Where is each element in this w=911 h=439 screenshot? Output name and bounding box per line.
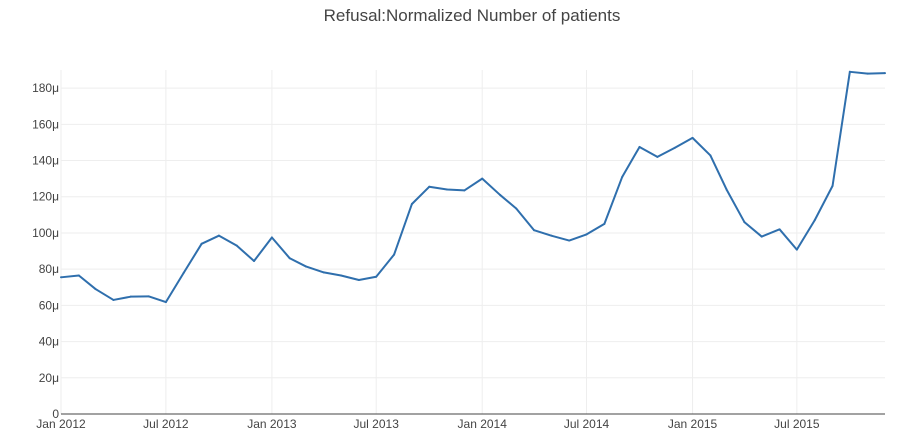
data-point — [760, 235, 763, 238]
data-point — [709, 154, 712, 157]
data-point — [288, 257, 291, 260]
x-tick-label: Jul 2012 — [143, 417, 189, 431]
data-point — [410, 202, 413, 205]
data-point — [200, 242, 203, 245]
data-point — [621, 175, 624, 178]
data-point — [322, 271, 325, 274]
data-point — [147, 295, 150, 298]
data-point — [550, 234, 553, 237]
x-tick-label: Jul 2014 — [564, 417, 610, 431]
x-tick-label: Jul 2015 — [774, 417, 820, 431]
data-point — [217, 234, 220, 237]
data-point — [778, 228, 781, 231]
data-point — [182, 271, 185, 274]
data-point — [253, 260, 256, 263]
data-point — [884, 72, 886, 75]
data-point — [77, 274, 80, 277]
data-point — [357, 279, 360, 282]
data-point — [428, 185, 431, 188]
y-tick-label: 0 — [52, 407, 59, 421]
data-point — [515, 207, 518, 210]
data-point — [533, 229, 536, 232]
data-point — [656, 155, 659, 158]
x-tick-label: Jan 2013 — [247, 417, 297, 431]
data-point — [866, 72, 869, 75]
series-layer — [60, 70, 886, 304]
y-tick-label: 20μ — [39, 371, 59, 385]
y-tick-label: 140μ — [32, 154, 59, 168]
data-point — [340, 274, 343, 277]
data-point — [603, 222, 606, 225]
data-point — [848, 70, 851, 73]
data-point — [725, 188, 728, 191]
data-point — [94, 288, 97, 291]
x-tick-label: Jan 2015 — [668, 417, 718, 431]
data-point — [446, 188, 449, 191]
data-point — [568, 239, 571, 242]
data-point — [129, 295, 132, 298]
data-point — [164, 301, 167, 304]
x-tick-label: Jan 2014 — [458, 417, 508, 431]
series-line — [60, 70, 886, 304]
y-tick-label: 100μ — [32, 226, 59, 240]
data-point — [112, 298, 115, 301]
axis-layer: 0 20μ 40μ 60μ 80μ 100μ 120μ 140μ 160μ 180μ Jan 201… — [32, 81, 885, 431]
y-tick-label: 40μ — [39, 335, 59, 349]
data-point — [691, 136, 694, 139]
y-tick-label: 160μ — [32, 117, 59, 131]
y-tick-label: 180μ — [32, 81, 59, 95]
data-point — [813, 219, 816, 222]
data-point — [304, 265, 307, 268]
data-point — [375, 275, 378, 278]
y-tick-label: 120μ — [32, 190, 59, 204]
data-point — [270, 236, 273, 239]
data-point — [585, 233, 588, 236]
x-tick-label: Jul 2013 — [354, 417, 400, 431]
x-tick-label: Jan 2012 — [36, 417, 86, 431]
data-point — [60, 276, 62, 279]
data-point — [638, 145, 641, 148]
data-point — [463, 189, 466, 192]
data-point — [743, 221, 746, 224]
y-tick-label: 60μ — [39, 298, 59, 312]
data-point — [831, 184, 834, 187]
data-point — [393, 253, 396, 256]
data-point — [235, 244, 238, 247]
data-point — [499, 193, 502, 196]
y-tick-label: 80μ — [39, 262, 59, 276]
data-point — [481, 177, 484, 180]
chart-title: Refusal:Normalized Number of patients — [324, 6, 621, 25]
data-point — [795, 248, 798, 251]
grid-layer — [60, 70, 885, 414]
data-point — [673, 146, 676, 149]
